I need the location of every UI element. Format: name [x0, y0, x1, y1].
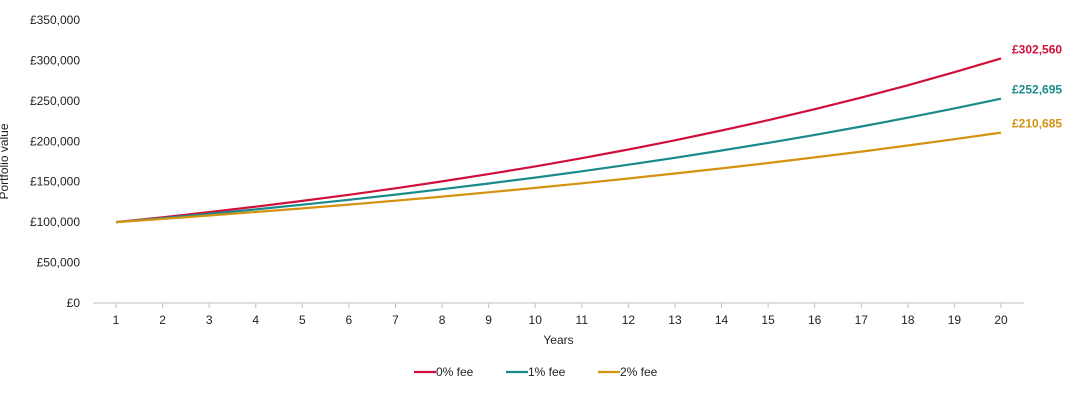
y-tick-label: £200,000 — [30, 134, 80, 148]
end-value-label: £210,685 — [1012, 117, 1062, 131]
legend-item: 2% fee — [598, 365, 658, 379]
x-tick-label: 12 — [622, 313, 636, 327]
x-tick-label: 20 — [994, 313, 1008, 327]
legend-item: 1% fee — [506, 365, 566, 379]
x-tick-label: 19 — [948, 313, 962, 327]
series-line — [115, 97, 1002, 224]
x-tick-label: 10 — [529, 313, 543, 327]
y-tick-label: £150,000 — [30, 175, 80, 189]
y-tick-label: £0 — [67, 296, 81, 310]
x-tick-label: 8 — [439, 313, 446, 327]
y-tick-label: £350,000 — [30, 13, 80, 27]
x-tick-label: 7 — [392, 313, 399, 327]
x-tick-label: 1 — [113, 313, 120, 327]
end-value-label: £252,695 — [1012, 83, 1062, 97]
y-tick-label: £250,000 — [30, 94, 80, 108]
y-axis-title: Portfolio value — [0, 123, 11, 199]
x-tick-label: 4 — [252, 313, 259, 327]
x-tick-label: 9 — [485, 313, 492, 327]
y-tick-label: £100,000 — [30, 215, 80, 229]
x-axis-title: Years — [543, 333, 573, 347]
y-tick-label: £300,000 — [30, 53, 80, 67]
x-tick-label: 6 — [346, 313, 353, 327]
series-line — [115, 131, 1002, 224]
y-tick-label: £50,000 — [37, 256, 81, 270]
end-value-label: £302,560 — [1012, 42, 1062, 56]
legend-label: 0% fee — [436, 365, 474, 379]
end-labels: £302,560 £252,695 £210,685 — [1012, 42, 1062, 130]
x-tick-label: 17 — [855, 313, 869, 327]
x-tick-label: 16 — [808, 313, 822, 327]
x-tick-label: 13 — [668, 313, 682, 327]
x-tick-label: 2 — [159, 313, 166, 327]
x-axis-ticks: 1 2 3 4 5 6 7 8 9 10 11 12 13 14 15 16 17 18 19 20 — [113, 303, 1008, 327]
x-tick-label: 5 — [299, 313, 306, 327]
x-tick-label: 14 — [715, 313, 729, 327]
legend-label: 1% fee — [528, 365, 566, 379]
y-axis-ticks: £0 £50,000 £100,000 £150,000 £200,000 £250,00… — [30, 13, 80, 310]
series-line — [115, 57, 1002, 224]
legend: 0% fee 1% fee 2% fee — [414, 365, 658, 379]
legend-item: 0% fee — [414, 365, 474, 379]
x-tick-label: 15 — [761, 313, 775, 327]
x-tick-label: 3 — [206, 313, 213, 327]
x-tick-label: 11 — [576, 313, 589, 327]
series-lines — [115, 57, 1002, 224]
legend-label: 2% fee — [620, 365, 658, 379]
x-tick-label: 18 — [901, 313, 915, 327]
